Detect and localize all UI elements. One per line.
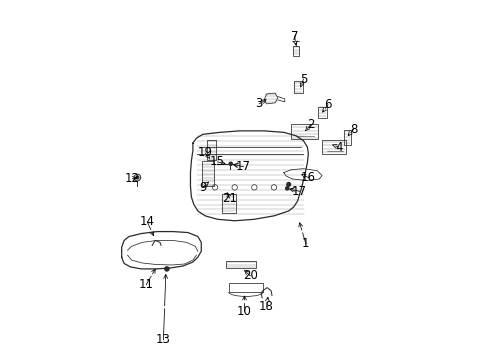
Text: 4: 4 (334, 141, 342, 154)
Text: 11: 11 (139, 278, 153, 291)
Circle shape (285, 187, 288, 190)
Bar (290, 125, 318, 139)
Text: 15: 15 (210, 155, 224, 168)
Text: 6: 6 (324, 98, 331, 111)
Text: 9: 9 (199, 181, 206, 194)
Text: 1: 1 (302, 237, 309, 250)
Text: 5: 5 (299, 73, 306, 86)
Bar (343, 130, 350, 145)
Bar (228, 283, 263, 292)
Text: 18: 18 (259, 300, 273, 313)
Bar (225, 261, 256, 269)
Bar (292, 46, 299, 56)
Text: 10: 10 (237, 305, 251, 318)
Text: 21: 21 (222, 192, 237, 205)
Circle shape (229, 162, 232, 165)
Text: 3: 3 (255, 97, 263, 111)
Bar (318, 107, 326, 118)
Circle shape (136, 176, 139, 179)
Text: 17: 17 (291, 185, 306, 198)
Text: 13: 13 (156, 333, 170, 346)
Bar (293, 81, 303, 93)
Text: 16: 16 (300, 171, 315, 184)
Text: 2: 2 (306, 118, 314, 131)
Bar (322, 140, 345, 154)
Text: 17: 17 (236, 160, 250, 173)
Circle shape (286, 183, 290, 186)
Text: 14: 14 (140, 215, 154, 228)
Text: 8: 8 (349, 123, 357, 136)
Text: 7: 7 (290, 30, 298, 42)
Text: 19: 19 (197, 147, 212, 159)
Text: 12: 12 (125, 172, 140, 185)
Bar (222, 194, 235, 213)
Bar (207, 140, 216, 160)
Circle shape (164, 267, 168, 271)
Text: 20: 20 (243, 269, 257, 282)
Bar (202, 161, 214, 186)
